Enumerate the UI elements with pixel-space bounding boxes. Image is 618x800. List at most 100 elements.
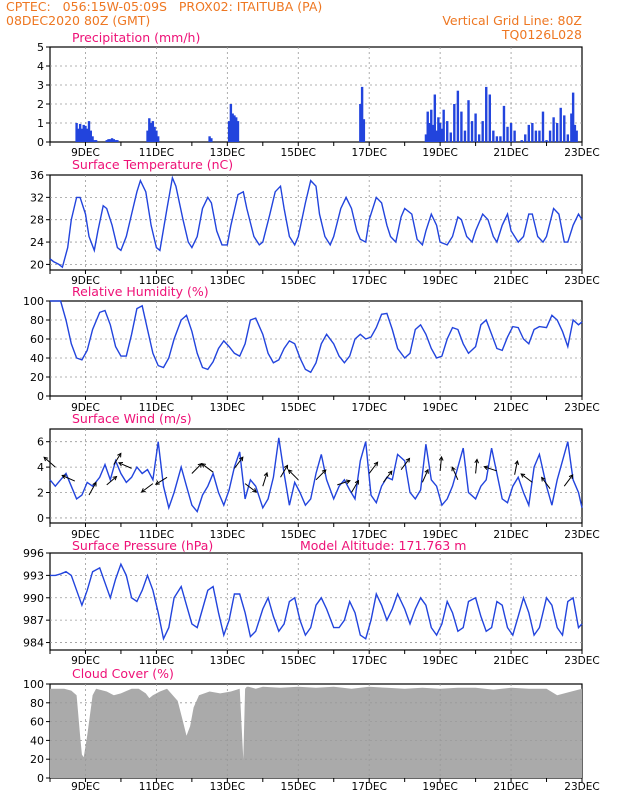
wind-xtick-label: 21DEC — [493, 529, 528, 541]
precip-bar — [210, 138, 213, 142]
precip-title: Precipitation (mm/h) — [72, 30, 200, 45]
precip-bar — [437, 117, 440, 142]
precip-xtick-label: 19DEC — [422, 147, 457, 159]
wind-vector-head — [263, 471, 269, 477]
wind-vector-head — [61, 474, 67, 479]
rh-xtick-label: 23DEC — [564, 402, 599, 414]
wind-vector — [520, 473, 533, 483]
precip-bar — [575, 130, 578, 142]
pressure-xtick-label: 19DEC — [422, 655, 457, 667]
cloud-xtick-label: 11DEC — [139, 781, 174, 793]
wind-vector — [400, 458, 410, 470]
wind-vector-head — [568, 474, 574, 479]
wind-series-line — [49, 437, 583, 514]
precip-bar — [80, 128, 84, 142]
rh-xtick-label: 19DEC — [422, 402, 457, 414]
rh-ytick-label: 100 — [23, 295, 44, 308]
wind-vector-head — [451, 466, 456, 472]
wind-vector — [234, 456, 244, 469]
wind-vector-head — [345, 479, 351, 484]
precip-bar — [116, 140, 119, 142]
precip-bar — [93, 140, 96, 142]
precip-xtick-label: 9DEC — [71, 147, 100, 159]
cloud-xtick-label: 23DEC — [564, 781, 599, 793]
wind-vector-head — [117, 452, 122, 458]
pressure-ytick-label: 996 — [23, 547, 44, 560]
pressure-xtick-label: 15DEC — [281, 655, 316, 667]
wind-vector — [541, 477, 551, 490]
precip-ytick-label: 0 — [37, 136, 44, 149]
temp-ytick-label: 28 — [30, 214, 44, 227]
precip-bar — [467, 100, 470, 142]
precip-ytick-label: 1 — [37, 117, 44, 130]
wind-vector-head — [154, 480, 160, 485]
temp-xtick-label: 19DEC — [422, 275, 457, 287]
temp-title: Surface Temperature (nC) — [72, 157, 233, 172]
precip-bar — [513, 130, 516, 142]
precip-bar — [155, 130, 158, 142]
wind-vector — [368, 461, 379, 474]
wind-vector-head — [541, 476, 546, 482]
cloud-ytick-label: 80 — [30, 697, 44, 710]
precip-bar — [360, 86, 364, 142]
wind-xtick-label: 23DEC — [564, 529, 599, 541]
wind-vector — [451, 467, 459, 481]
precip-bar — [84, 125, 87, 142]
precip-bar — [433, 94, 437, 142]
precip-bar — [566, 134, 570, 142]
pressure-xtick-label: 13DEC — [210, 655, 245, 667]
wind-xtick-label: 19DEC — [422, 529, 457, 541]
precip-bar — [231, 113, 234, 142]
wind-ytick-label: 2 — [37, 487, 44, 500]
wind-vector-head — [140, 488, 146, 493]
temp-ytick-label: 32 — [30, 191, 44, 204]
precip-bar — [428, 123, 431, 142]
precip-bar — [538, 130, 541, 142]
pressure-frame — [49, 552, 583, 651]
wind-title: Surface Wind (m/s) — [72, 411, 192, 426]
precip-bar — [460, 111, 463, 142]
wind-vector — [88, 482, 97, 496]
wind-vector-head — [405, 457, 411, 463]
precip-bar — [426, 111, 429, 142]
wind-vector — [514, 460, 518, 475]
precip-bar — [449, 132, 452, 142]
wind-xtick-label: 11DEC — [139, 529, 174, 541]
temp-xtick-label: 21DEC — [493, 275, 528, 287]
precip-bar — [446, 121, 449, 142]
pressure-ytick-label: 993 — [23, 569, 44, 582]
temp-ytick-label: 36 — [30, 169, 44, 182]
precip-bar — [78, 123, 82, 142]
rh-xtick-label: 13DEC — [210, 402, 245, 414]
temp-xtick-label: 13DEC — [210, 275, 245, 287]
precip-bar — [481, 121, 484, 142]
wind-vector-head — [424, 468, 429, 474]
wind-vector-head — [321, 469, 327, 474]
precip-bar — [438, 123, 442, 142]
precip-bar — [477, 134, 481, 142]
precip-bar — [495, 136, 499, 142]
precip-bar — [86, 128, 89, 142]
wind-vector-head — [92, 481, 97, 487]
temp-ytick-label: 24 — [30, 236, 44, 249]
cloud-ytick-label: 0 — [37, 772, 44, 785]
cloud-xtick-label: 21DEC — [493, 781, 528, 793]
temp-xtick-label: 15DEC — [281, 275, 316, 287]
precip-bar — [492, 130, 495, 142]
wind-vector-head — [43, 456, 49, 462]
wind-vector-head — [438, 455, 444, 461]
wind-vector-head — [238, 456, 244, 462]
precip-bar — [233, 115, 236, 142]
wind-vector — [262, 472, 268, 487]
precip-bar — [156, 136, 160, 142]
pressure-xtick-label: 23DEC — [564, 655, 599, 667]
wind-vector — [62, 475, 76, 482]
cloud-title: Cloud Cover (%) — [72, 666, 174, 681]
precip-bar — [534, 130, 538, 142]
precip-bar — [75, 123, 78, 142]
wind-ytick-label: 0 — [37, 512, 44, 525]
wind-xtick-label: 17DEC — [351, 529, 386, 541]
cloud-cover-area — [50, 686, 582, 778]
pressure-title: Surface Pressure (hPa) — [72, 538, 213, 553]
